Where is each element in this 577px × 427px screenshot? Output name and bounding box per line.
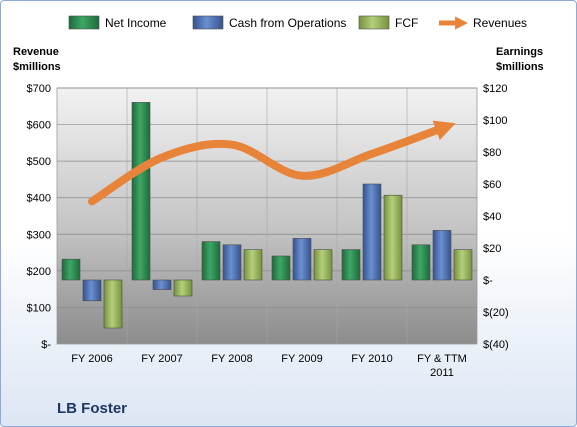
category-label: FY 2008 (211, 353, 252, 365)
category-label: FY 2010 (351, 353, 392, 365)
category-label: FY 2006 (71, 353, 112, 365)
left-axis-tick-label: $500 (27, 156, 51, 168)
right-axis-tick-label: $(40) (483, 339, 509, 351)
left-axis-tick-label: $300 (27, 229, 51, 241)
right-axis-tick-label: $120 (483, 83, 507, 95)
right-axis-ticks: $(40) $(20) $- $20 $40 $60 $80 $100 $120 (483, 83, 509, 351)
left-axis-title-line-1: Revenue (13, 46, 59, 58)
left-axis-title-line-2: $millions (13, 61, 61, 73)
right-axis-tick-label: $20 (483, 243, 501, 255)
category-label: FY 2007 (141, 353, 182, 365)
category-axis-labels: FY 2006 FY 2007 FY 2008 FY 2009 FY 2010 FY & … (71, 353, 467, 379)
legend: Net Income Cash from Operations FCF Revenue… (68, 15, 527, 30)
bar-net-income (201, 241, 221, 281)
right-axis-tick-label: $(20) (483, 307, 509, 319)
legend-swatch (358, 15, 390, 30)
legend-label: Net Income (105, 16, 167, 30)
left-axis-tick-label: $700 (27, 83, 51, 95)
legend-label: Revenues (473, 16, 527, 30)
bar-net-income (61, 258, 81, 281)
revenue-line (88, 120, 456, 206)
left-axis-tick-label: $200 (27, 266, 51, 278)
bar-cash-from-operations (222, 244, 242, 281)
legend-label: FCF (395, 16, 418, 30)
right-axis-title-line-1: Earnings (496, 46, 543, 58)
revenue-line-layer (88, 120, 456, 206)
bar-fcf (103, 279, 123, 329)
right-axis-tick-label: $100 (483, 115, 507, 127)
bar-cash-from-operations (292, 238, 312, 281)
right-axis-title-line-2: $millions (496, 61, 544, 73)
bar-net-income (131, 102, 151, 281)
bar-cash-from-operations (82, 279, 102, 302)
bar-fcf (243, 249, 263, 281)
right-axis-tick-label: $80 (483, 147, 501, 159)
bar-cash-from-operations (152, 279, 172, 290)
left-axis-tick-label: $600 (27, 120, 51, 132)
left-axis-tick-label: $400 (27, 193, 51, 205)
legend-swatch (68, 15, 100, 30)
bar-cash-from-operations (362, 183, 382, 281)
bar-fcf (383, 194, 403, 281)
left-axis-ticks: $- $100 $200 $300 $400 $500 $600 $700 (27, 83, 52, 351)
bar-fcf (173, 279, 193, 297)
left-axis-tick-label: $- (41, 339, 51, 351)
right-axis-tick-label: $- (483, 275, 493, 287)
bar-net-income (411, 244, 431, 281)
right-axis-tick-label: $60 (483, 179, 501, 191)
bar-cash-from-operations (432, 230, 452, 281)
left-axis-tick-label: $100 (27, 302, 51, 314)
company-label: LB Foster (57, 400, 127, 417)
bar-fcf (453, 249, 473, 281)
bar-net-income (271, 255, 291, 281)
bars (61, 102, 473, 329)
category-label: FY 2009 (281, 353, 322, 365)
category-label: FY & TTM 2011 (417, 353, 467, 379)
right-axis-tick-label: $40 (483, 211, 501, 223)
bar-fcf (313, 249, 333, 281)
legend-swatch (192, 15, 224, 30)
legend-label: Cash from Operations (229, 16, 346, 30)
bar-net-income (341, 249, 361, 281)
